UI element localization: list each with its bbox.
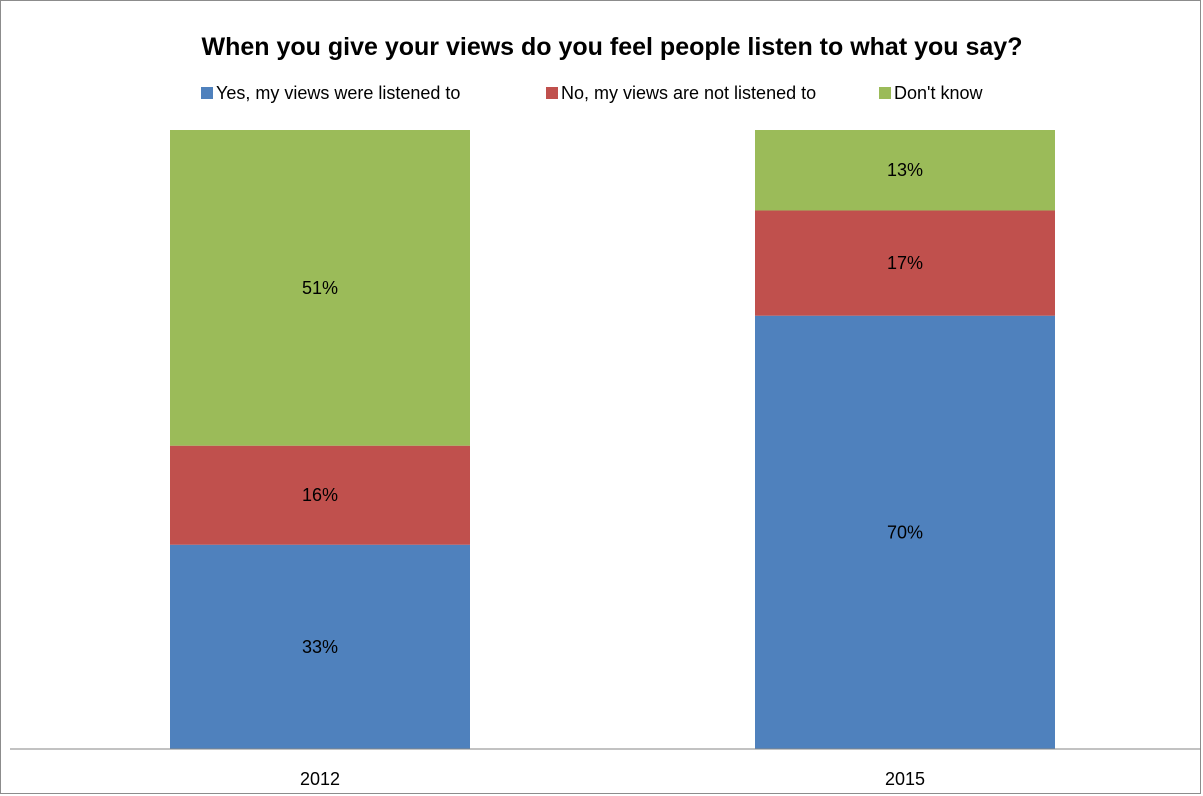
legend-swatch-yes-my-views-were-listened-to <box>201 87 213 99</box>
x-tick-label-2015: 2015 <box>885 769 925 789</box>
bar-yes-my-views-were-listened-to-2012 <box>170 544 470 749</box>
data-label-no-my-views-are-not-listened-to-2015: 17% <box>887 253 923 273</box>
data-label-no-my-views-are-not-listened-to-2012: 16% <box>302 485 338 505</box>
x-axis-ticks: 2012 2015 <box>300 769 925 789</box>
bar-no-my-views-are-not-listened-to-2015 <box>755 210 1055 316</box>
legend-label-no-my-views-are-not-listened-to: No, my views are not listened to <box>561 83 816 103</box>
chart-title: When you give your views do you feel peo… <box>202 33 1023 61</box>
bar-don-t-know-2012 <box>170 130 470 446</box>
x-tick-label-2012: 2012 <box>300 769 340 789</box>
data-label-don-t-know-2012: 51% <box>302 278 338 298</box>
legend-label-don-t-know: Don't know <box>894 83 983 103</box>
legend-label-yes-my-views-were-listened-to: Yes, my views were listened to <box>216 83 460 103</box>
bars-group: 33% 16% 51% 70% 17% 13% <box>170 130 1055 749</box>
chart-legend: Yes, my views were listened to No, my vie… <box>201 83 983 103</box>
data-label-don-t-know-2015: 13% <box>887 160 923 180</box>
data-label-yes-my-views-were-listened-to-2012: 33% <box>302 637 338 657</box>
legend-swatch-no-my-views-are-not-listened-to <box>546 87 558 99</box>
bar-no-my-views-are-not-listened-to-2012 <box>170 445 470 545</box>
bar-yes-my-views-were-listened-to-2015 <box>755 315 1055 749</box>
legend-swatch-don-t-know <box>879 87 891 99</box>
data-label-yes-my-views-were-listened-to-2015: 70% <box>887 522 923 542</box>
bar-don-t-know-2015 <box>755 130 1055 211</box>
